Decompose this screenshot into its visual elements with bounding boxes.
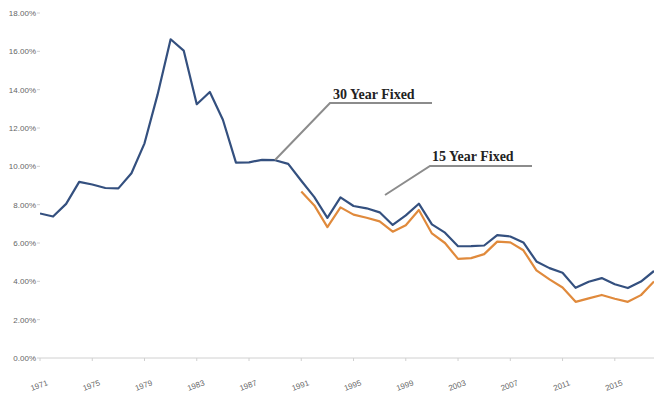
y-tick (37, 166, 40, 167)
x-tick-label: 1991 (291, 378, 311, 393)
x-tick (92, 358, 93, 361)
x-tick-label: 1975 (81, 378, 101, 393)
y-tick-label: 14.00% (9, 86, 36, 95)
x-tick (144, 358, 145, 361)
x-tick-label: 1999 (395, 378, 415, 393)
y-tick (37, 51, 40, 52)
y-tick (37, 281, 40, 282)
y-tick-label: 6.00% (13, 239, 36, 248)
plot-area (40, 39, 654, 302)
x-axis (40, 358, 654, 359)
x-tick-label: 2007 (500, 378, 520, 393)
y-tick-label: 16.00% (9, 47, 36, 56)
y-tick-label: 2.00% (13, 316, 36, 325)
x-tick-label: 2015 (604, 378, 624, 393)
y-tick-label: 8.00% (13, 201, 36, 210)
x-tick-label: 1979 (134, 378, 154, 393)
x-tick (510, 358, 511, 361)
callout-line (275, 103, 432, 160)
x-tick-label: 1971 (29, 378, 49, 393)
x-tick-label: 2003 (447, 378, 467, 393)
y-tick-label: 12.00% (9, 124, 36, 133)
y-tick (37, 319, 40, 320)
y-tick-label: 10.00% (9, 162, 36, 171)
x-tick-label: 1987 (238, 378, 258, 393)
y-tick (37, 89, 40, 90)
y-tick-label: 18.00% (9, 9, 36, 18)
series-line (301, 191, 654, 301)
series-line (40, 39, 654, 288)
x-tick (301, 358, 302, 361)
y-tick (37, 204, 40, 205)
y-tick (37, 13, 40, 14)
x-tick-label: 1995 (343, 378, 363, 393)
x-tick (614, 358, 615, 361)
y-tick (37, 243, 40, 244)
y-tick-label: 4.00% (13, 277, 36, 286)
x-tick (405, 358, 406, 361)
x-tick (562, 358, 563, 361)
x-tick-label: 1983 (186, 378, 206, 393)
x-tick-label: 2011 (552, 378, 572, 393)
x-tick (458, 358, 459, 361)
x-tick (196, 358, 197, 361)
x-tick (40, 358, 41, 361)
chart: 0.00% 2.00% 4.00% 6.00% 8.00% 10.00% 12.00% 14.… (0, 0, 672, 405)
x-tick (249, 358, 250, 361)
callout-line (385, 166, 532, 195)
annotation: 30 Year Fixed (333, 87, 415, 102)
annotation: 15 Year Fixed (432, 149, 514, 164)
x-tick (353, 358, 354, 361)
y-tick (37, 128, 40, 129)
y-tick-label: 0.00% (13, 354, 36, 363)
